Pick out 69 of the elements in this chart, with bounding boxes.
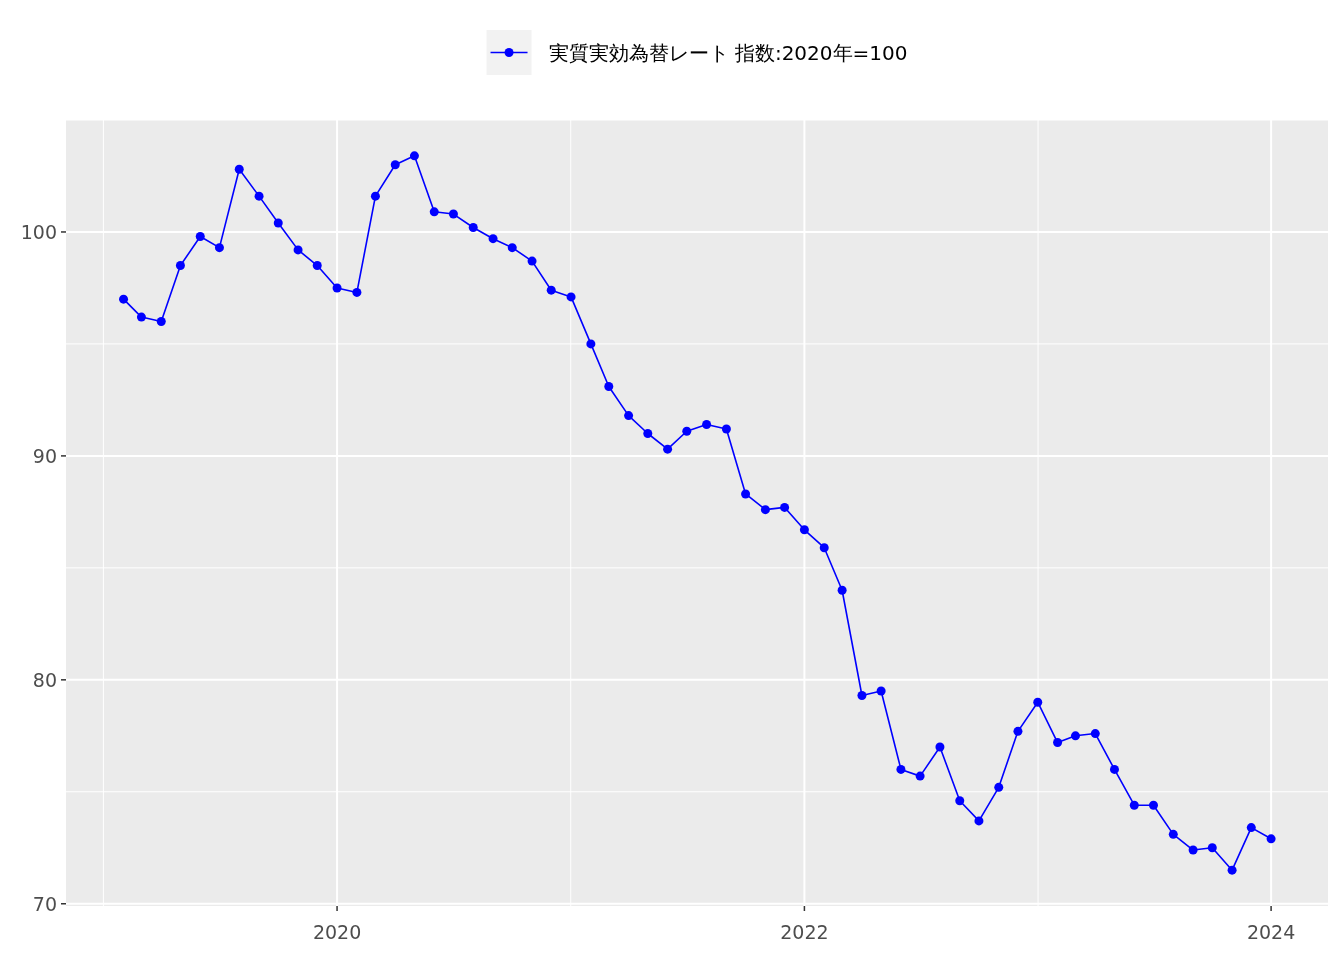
point [448,209,458,219]
point [352,287,362,297]
point [370,191,380,201]
point [799,525,809,535]
x-tick-label: 2020 [312,921,362,943]
point [1266,834,1276,844]
point [837,585,847,595]
point [604,381,614,391]
point [119,294,129,304]
x-tick-label: 2022 [780,921,829,943]
point [896,764,906,774]
point [1090,729,1100,739]
point [409,151,419,161]
point [935,742,945,752]
point [643,429,653,438]
point [175,261,185,271]
point [195,231,205,241]
point [214,243,224,253]
point [955,796,965,806]
point [1109,764,1119,774]
point [1148,800,1158,810]
point [624,411,634,421]
point [527,256,537,266]
point [586,339,596,349]
point [1246,823,1256,833]
point [1168,829,1178,839]
point [702,420,712,430]
point [819,543,829,553]
point [293,245,303,255]
point [1053,738,1063,748]
point [488,234,498,244]
y-tick-label: 100 [20,220,57,243]
point [136,312,146,322]
x-tick-label: 2024 [1246,921,1296,943]
point [234,164,244,174]
point [1013,726,1023,736]
point [760,505,770,515]
point [1129,800,1139,810]
point [156,317,166,327]
point [974,816,984,826]
y-tick-label: 80 [32,668,57,691]
point [780,502,790,512]
point [1227,865,1237,875]
y-tick-label: 70 [32,892,57,915]
legend: 実質実効為替レート 指数:2020年=100 [486,30,908,75]
point [468,222,478,232]
point [332,283,342,293]
point [994,782,1004,792]
point [857,691,867,700]
point [1188,845,1198,855]
point [741,489,751,499]
point [254,191,264,201]
point [546,285,556,295]
point [566,292,576,302]
point [721,424,731,434]
point [1033,697,1043,707]
point [1070,731,1080,741]
point [507,243,517,253]
point [429,207,439,217]
point [312,261,322,271]
point [390,160,400,170]
legend-label: 実質実効為替レート 指数:2020年=100 [548,41,908,65]
point [1207,843,1217,853]
point [663,444,673,454]
y-tick-label: 90 [32,444,57,467]
point [876,686,886,696]
point [273,218,283,228]
point [915,771,925,781]
point [682,426,692,436]
